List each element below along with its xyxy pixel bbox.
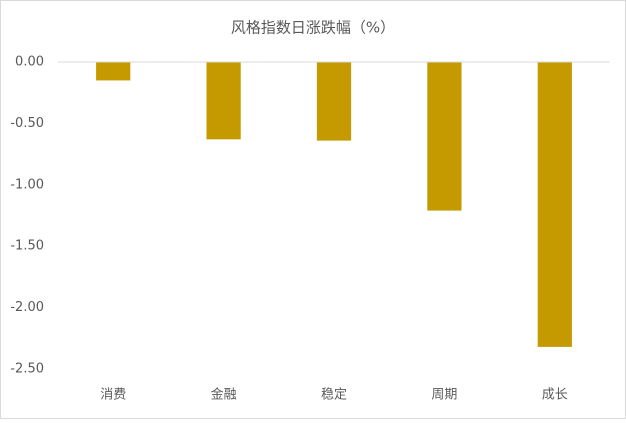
chart-title: 风格指数日涨跌幅（%） [231, 19, 395, 37]
y-tick-label: -2.00 [10, 300, 44, 315]
x-tick-label: 周期 [431, 388, 457, 403]
bar [206, 62, 241, 140]
bar [427, 62, 462, 211]
y-tick-label: -0.50 [10, 116, 44, 131]
bar [537, 62, 572, 347]
x-tick-label: 成长 [542, 388, 568, 403]
y-tick-label: 0.00 [15, 55, 44, 70]
y-tick-label: -1.00 [10, 177, 44, 192]
x-tick-label: 金融 [211, 387, 237, 403]
bar [316, 62, 352, 141]
y-tick-label: -1.50 [10, 239, 44, 254]
x-tick-label: 稳定 [321, 387, 347, 403]
y-tick-label: -2.50 [10, 362, 44, 377]
bar [96, 62, 131, 81]
x-tick-label: 消费 [100, 388, 126, 403]
